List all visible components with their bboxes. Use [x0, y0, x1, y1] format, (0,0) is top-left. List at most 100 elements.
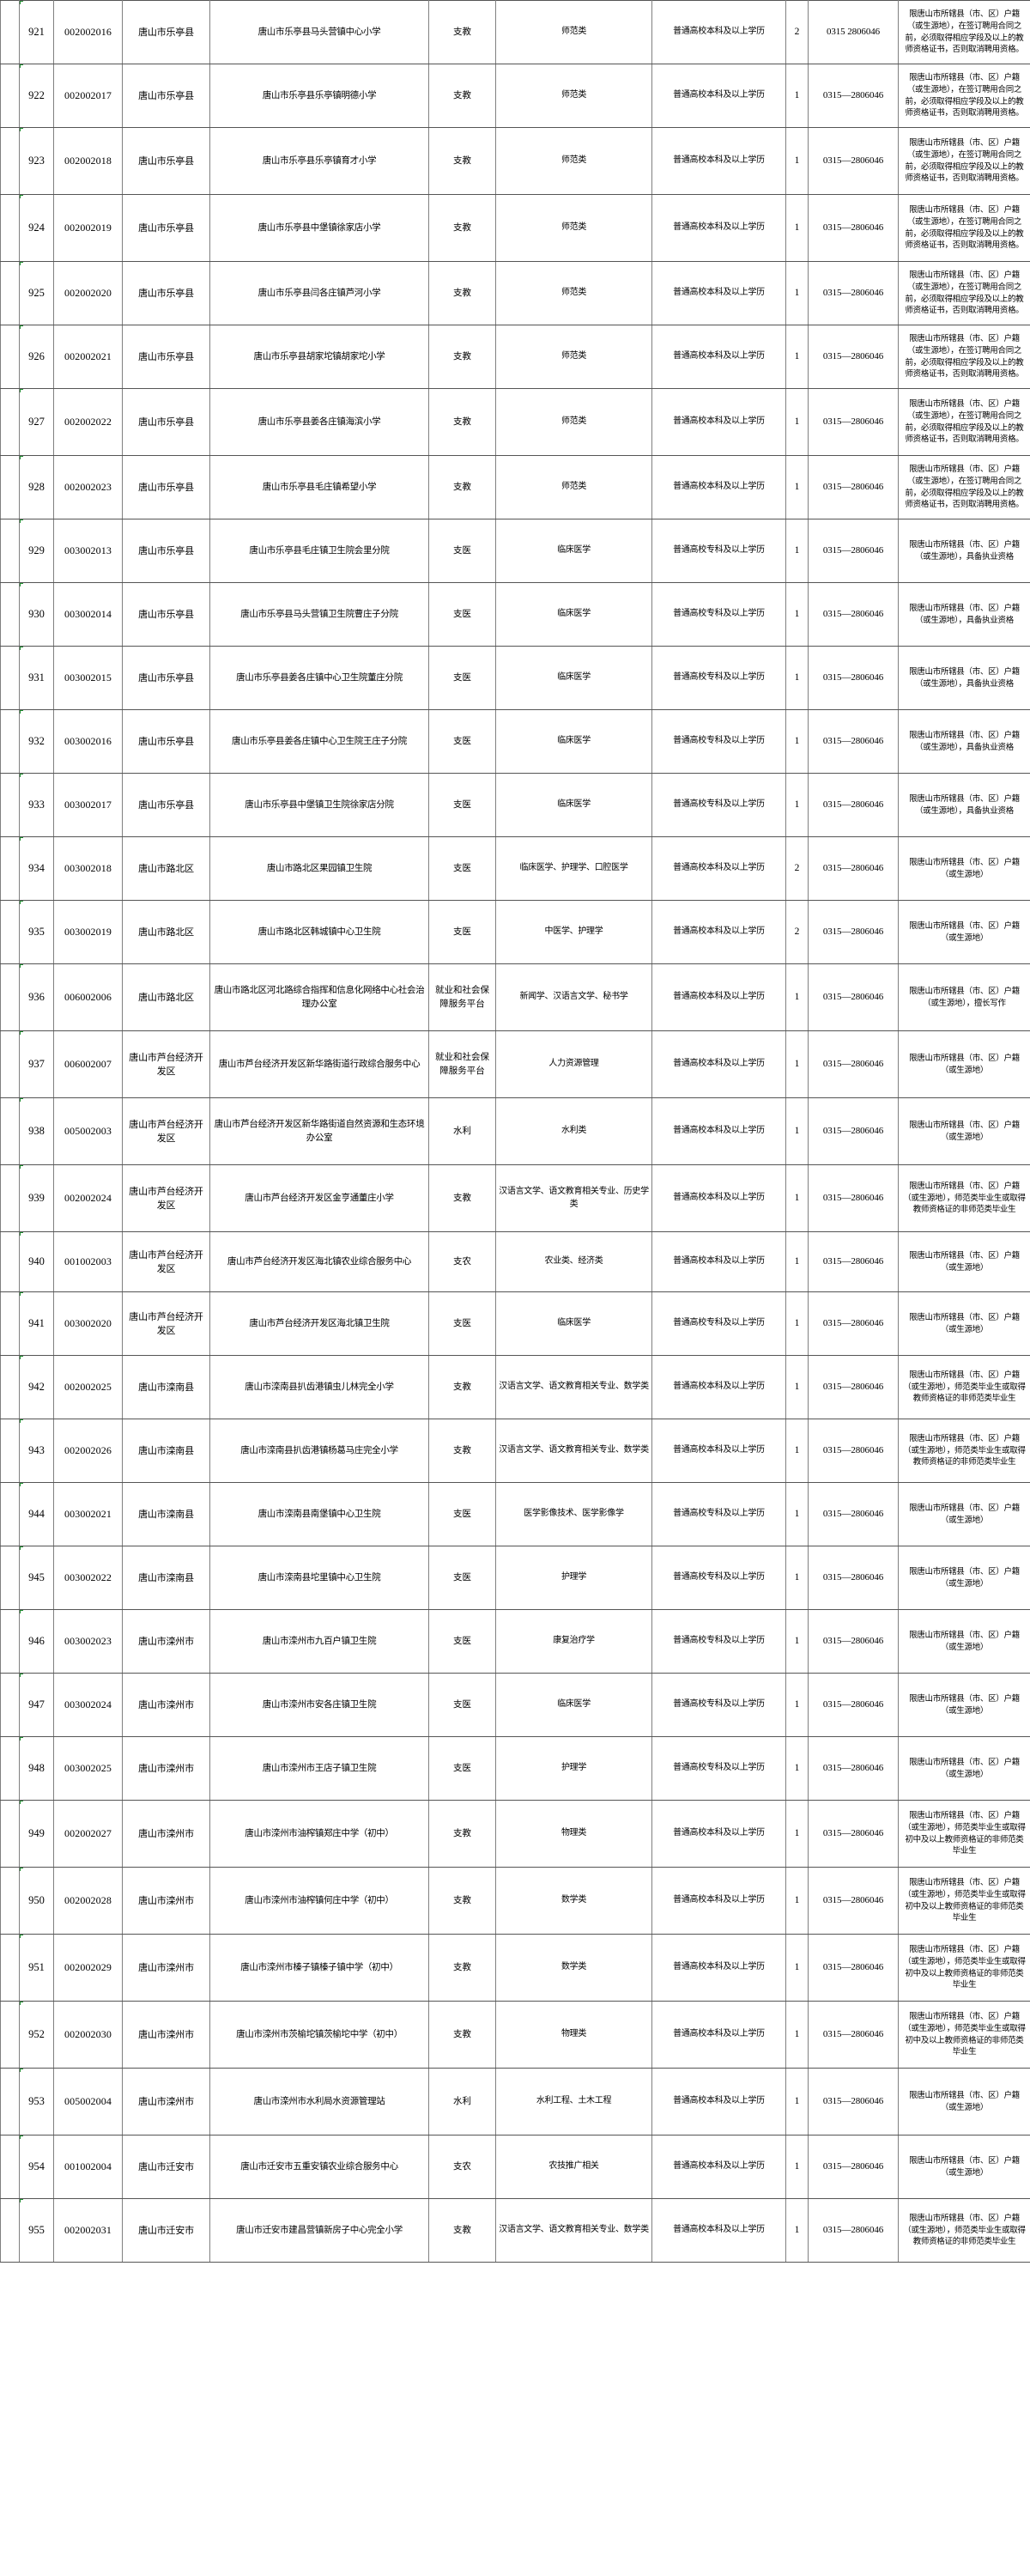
- cell-education-requirement: 普通高校专科及以上学历: [651, 519, 786, 583]
- cell-contact-phone: 0315—2806046: [808, 1673, 899, 1737]
- table-row[interactable]: 944 003002021 唐山市滦南县 唐山市滦南县南堡镇中心卫生院 支医 医学影像技术…: [0, 1482, 1030, 1546]
- cell-other-conditions: 限唐山市所辖县（市、区）户籍（或生源地），师范类毕业生或取得教师资格证的非师范类…: [898, 1164, 1030, 1232]
- cell-service-unit: 唐山市乐亭县马头营镇中心小学: [209, 0, 429, 64]
- row-gutter: [0, 1673, 20, 1737]
- cell-sequence: 951: [19, 1934, 54, 2002]
- cell-contact-phone: 0315—2806046: [808, 127, 899, 195]
- cell-sequence: 932: [19, 709, 54, 774]
- table-row[interactable]: 953 005002004 唐山市滦州市 唐山市滦州市水利局水资源管理站 水利 水利工程、…: [0, 2068, 1030, 2136]
- cell-headcount: 1: [785, 1419, 809, 1483]
- cell-service-area: 唐山市芦台经济开发区: [122, 1030, 210, 1098]
- cell-service-unit: 唐山市迁安市建昌营镇新房子中心完全小学: [209, 2198, 429, 2263]
- table-row[interactable]: 936 006002006 唐山市路北区 唐山市路北区河北路综合指挥和信息化网络中心社…: [0, 963, 1030, 1031]
- table-row[interactable]: 923 002002018 唐山市乐亭县 唐山市乐亭县乐亭镇育才小学 支教 师范类 普通高校…: [0, 127, 1030, 195]
- cell-post-category: 支教: [428, 1867, 496, 1935]
- table-row[interactable]: 929 003002013 唐山市乐亭县 唐山市乐亭县毛庄镇卫生院会里分院 支医 临床医学…: [0, 519, 1030, 583]
- cell-headcount: 1: [785, 963, 809, 1031]
- row-gutter: [0, 1800, 20, 1868]
- row-gutter: [0, 64, 20, 128]
- table-row[interactable]: 922 002002017 唐山市乐亭县 唐山市乐亭县乐亭镇明德小学 支教 师范类 普通高校…: [0, 64, 1030, 128]
- table-row[interactable]: 945 003002022 唐山市滦南县 唐山市滦南县坨里镇中心卫生院 支医 护理学 普通高…: [0, 1546, 1030, 1610]
- table-row[interactable]: 927 002002022 唐山市乐亭县 唐山市乐亭县姜各庄镇海滨小学 支教 师范类 普通高…: [0, 388, 1030, 456]
- cell-post-category: 就业和社会保障服务平台: [428, 963, 496, 1031]
- cell-major-requirement: 师范类: [495, 194, 652, 262]
- cell-education-requirement: 普通高校专科及以上学历: [651, 1482, 786, 1546]
- spreadsheet-sheet: 921 002002016 唐山市乐亭县 唐山市乐亭县马头营镇中心小学 支教 师范类 普通高…: [0, 0, 1030, 2263]
- table-row[interactable]: 934 003002018 唐山市路北区 唐山市路北区果园镇卫生院 支医 临床医学、护理学…: [0, 836, 1030, 901]
- table-row[interactable]: 938 005002003 唐山市芦台经济开发区 唐山市芦台经济开发区新华路街道自然资…: [0, 1097, 1030, 1165]
- table-row[interactable]: 931 003002015 唐山市乐亭县 唐山市乐亭县姜各庄镇中心卫生院董庄分院 支医临…: [0, 646, 1030, 710]
- cell-other-conditions: 限唐山市所辖县（市、区）户籍（或生源地），师范类毕业生或取得教师资格证的非师范类…: [898, 1419, 1030, 1483]
- cell-post-category: 支医: [428, 900, 496, 964]
- table-row[interactable]: 950 002002028 唐山市滦州市 唐山市滦州市油榨镇何庄中学（初中） 支教 数学类…: [0, 1867, 1030, 1935]
- cell-education-requirement: 普通高校专科及以上学历: [651, 1291, 786, 1356]
- cell-post-code: 002002021: [53, 325, 123, 389]
- table-row[interactable]: 949 002002027 唐山市滦州市 唐山市滦州市油榨镇郑庄中学（初中） 支教 物理类…: [0, 1800, 1030, 1868]
- cell-headcount: 2: [785, 0, 809, 64]
- cell-contact-phone: 0315 2806046: [808, 0, 899, 64]
- table-row[interactable]: 921 002002016 唐山市乐亭县 唐山市乐亭县马头营镇中心小学 支教 师范类 普通高…: [0, 0, 1030, 64]
- table-row[interactable]: 925 002002020 唐山市乐亭县 唐山市乐亭县闫各庄镇芦河小学 支教 师范类 普通高…: [0, 261, 1030, 325]
- row-gutter: [0, 1482, 20, 1546]
- table-row[interactable]: 930 003002014 唐山市乐亭县 唐山市乐亭县马头营镇卫生院曹庄子分院 支医 临床…: [0, 582, 1030, 647]
- table-row[interactable]: 935 003002019 唐山市路北区 唐山市路北区韩城镇中心卫生院 支医 中医学、护理…: [0, 900, 1030, 964]
- cell-service-area: 唐山市乐亭县: [122, 709, 210, 774]
- table-row[interactable]: 952 002002030 唐山市滦州市 唐山市滦州市茨榆坨镇茨榆坨中学（初中） 支教物…: [0, 2001, 1030, 2069]
- row-gutter: [0, 2198, 20, 2263]
- cell-post-code: 003002021: [53, 1482, 123, 1546]
- cell-service-unit: 唐山市滦南县坨里镇中心卫生院: [209, 1546, 429, 1610]
- table-row[interactable]: 942 002002025 唐山市滦南县 唐山市滦南县扒齿港镇虫儿林完全小学 支教 汉语言…: [0, 1355, 1030, 1419]
- cell-post-category: 支教: [428, 388, 496, 456]
- cell-education-requirement: 普通高校本科及以上学历: [651, 1355, 786, 1419]
- cell-education-requirement: 普通高校本科及以上学历: [651, 127, 786, 195]
- table-row[interactable]: 955 002002031 唐山市迁安市 唐山市迁安市建昌营镇新房子中心完全小学 支教汉…: [0, 2198, 1030, 2263]
- cell-post-code: 006002007: [53, 1030, 123, 1098]
- cell-major-requirement: 物理类: [495, 1800, 652, 1868]
- row-gutter: [0, 1231, 20, 1292]
- cell-education-requirement: 普通高校本科及以上学历: [651, 900, 786, 964]
- cell-major-requirement: 汉语言文学、语文教育相关专业、数学类: [495, 1355, 652, 1419]
- cell-education-requirement: 普通高校本科及以上学历: [651, 1800, 786, 1868]
- cell-other-conditions: 限唐山市所辖县（市、区）户籍（或生源地）: [898, 836, 1030, 901]
- table-row[interactable]: 946 003002023 唐山市滦州市 唐山市滦州市九百户镇卫生院 支医 康复治疗学 普通…: [0, 1609, 1030, 1674]
- cell-education-requirement: 普通高校本科及以上学历: [651, 0, 786, 64]
- table-row[interactable]: 943 002002026 唐山市滦南县 唐山市滦南县扒齿港镇杨葛马庄完全小学 支教 汉语…: [0, 1419, 1030, 1483]
- row-gutter: [0, 261, 20, 325]
- table-row[interactable]: 932 003002016 唐山市乐亭县 唐山市乐亭县姜各庄镇中心卫生院王庄子分院 支医…: [0, 709, 1030, 774]
- table-row[interactable]: 933 003002017 唐山市乐亭县 唐山市乐亭县中堡镇卫生院徐家店分院 支医 临床医…: [0, 773, 1030, 837]
- table-row[interactable]: 937 006002007 唐山市芦台经济开发区 唐山市芦台经济开发区新华路街道行政综…: [0, 1030, 1030, 1098]
- table-row[interactable]: 941 003002020 唐山市芦台经济开发区 唐山市芦台经济开发区海北镇卫生院 支医…: [0, 1291, 1030, 1356]
- row-gutter: [0, 2001, 20, 2069]
- table-row[interactable]: 939 002002024 唐山市芦台经济开发区 唐山市芦台经济开发区金亨通董庄小学支…: [0, 1164, 1030, 1232]
- cell-post-code: 003002014: [53, 582, 123, 647]
- cell-education-requirement: 普通高校本科及以上学历: [651, 1867, 786, 1935]
- table-row[interactable]: 924 002002019 唐山市乐亭县 唐山市乐亭县中堡镇徐家店小学 支教 师范类 普通高…: [0, 194, 1030, 262]
- cell-education-requirement: 普通高校专科及以上学历: [651, 646, 786, 710]
- cell-headcount: 1: [785, 455, 809, 519]
- cell-post-code: 003002018: [53, 836, 123, 901]
- cell-service-unit: 唐山市乐亭县姜各庄镇中心卫生院董庄分院: [209, 646, 429, 710]
- table-row[interactable]: 928 002002023 唐山市乐亭县 唐山市乐亭县毛庄镇希望小学 支教 师范类 普通高校…: [0, 455, 1030, 519]
- cell-major-requirement: 临床医学: [495, 773, 652, 837]
- table-row[interactable]: 947 003002024 唐山市滦州市 唐山市滦州市安各庄镇卫生院 支医 临床医学 普通高…: [0, 1673, 1030, 1737]
- cell-service-area: 唐山市芦台经济开发区: [122, 1291, 210, 1356]
- cell-education-requirement: 普通高校本科及以上学历: [651, 1419, 786, 1483]
- cell-other-conditions: 限唐山市所辖县（市、区）户籍（或生源地）: [898, 1546, 1030, 1610]
- cell-post-category: 支医: [428, 1291, 496, 1356]
- table-row[interactable]: 951 002002029 唐山市滦州市 唐山市滦州市榛子镇榛子镇中学（初中） 支教 数学…: [0, 1934, 1030, 2002]
- cell-service-area: 唐山市滦南县: [122, 1482, 210, 1546]
- cell-education-requirement: 普通高校本科及以上学历: [651, 388, 786, 456]
- cell-sequence: 940: [19, 1231, 54, 1292]
- cell-other-conditions: 限唐山市所辖县（市、区）户籍（或生源地），在签订聘用合同之前，必须取得相应学段及…: [898, 127, 1030, 195]
- table-row[interactable]: 948 003002025 唐山市滦州市 唐山市滦州市王店子镇卫生院 支医 护理学 普通高校…: [0, 1736, 1030, 1801]
- cell-major-requirement: 护理学: [495, 1736, 652, 1801]
- cell-sequence: 933: [19, 773, 54, 837]
- cell-contact-phone: 0315—2806046: [808, 1736, 899, 1801]
- table-row[interactable]: 954 001002004 唐山市迁安市 唐山市迁安市五重安镇农业综合服务中心 支农 农技…: [0, 2135, 1030, 2199]
- cell-post-code: 002002020: [53, 261, 123, 325]
- table-row[interactable]: 940 001002003 唐山市芦台经济开发区 唐山市芦台经济开发区海北镇农业综合服…: [0, 1231, 1030, 1292]
- cell-major-requirement: 临床医学: [495, 709, 652, 774]
- cell-service-unit: 唐山市乐亭县毛庄镇希望小学: [209, 455, 429, 519]
- cell-post-category: 支医: [428, 1673, 496, 1737]
- table-row[interactable]: 926 002002021 唐山市乐亭县 唐山市乐亭县胡家坨镇胡家坨小学 支教 师范类 普通…: [0, 325, 1030, 389]
